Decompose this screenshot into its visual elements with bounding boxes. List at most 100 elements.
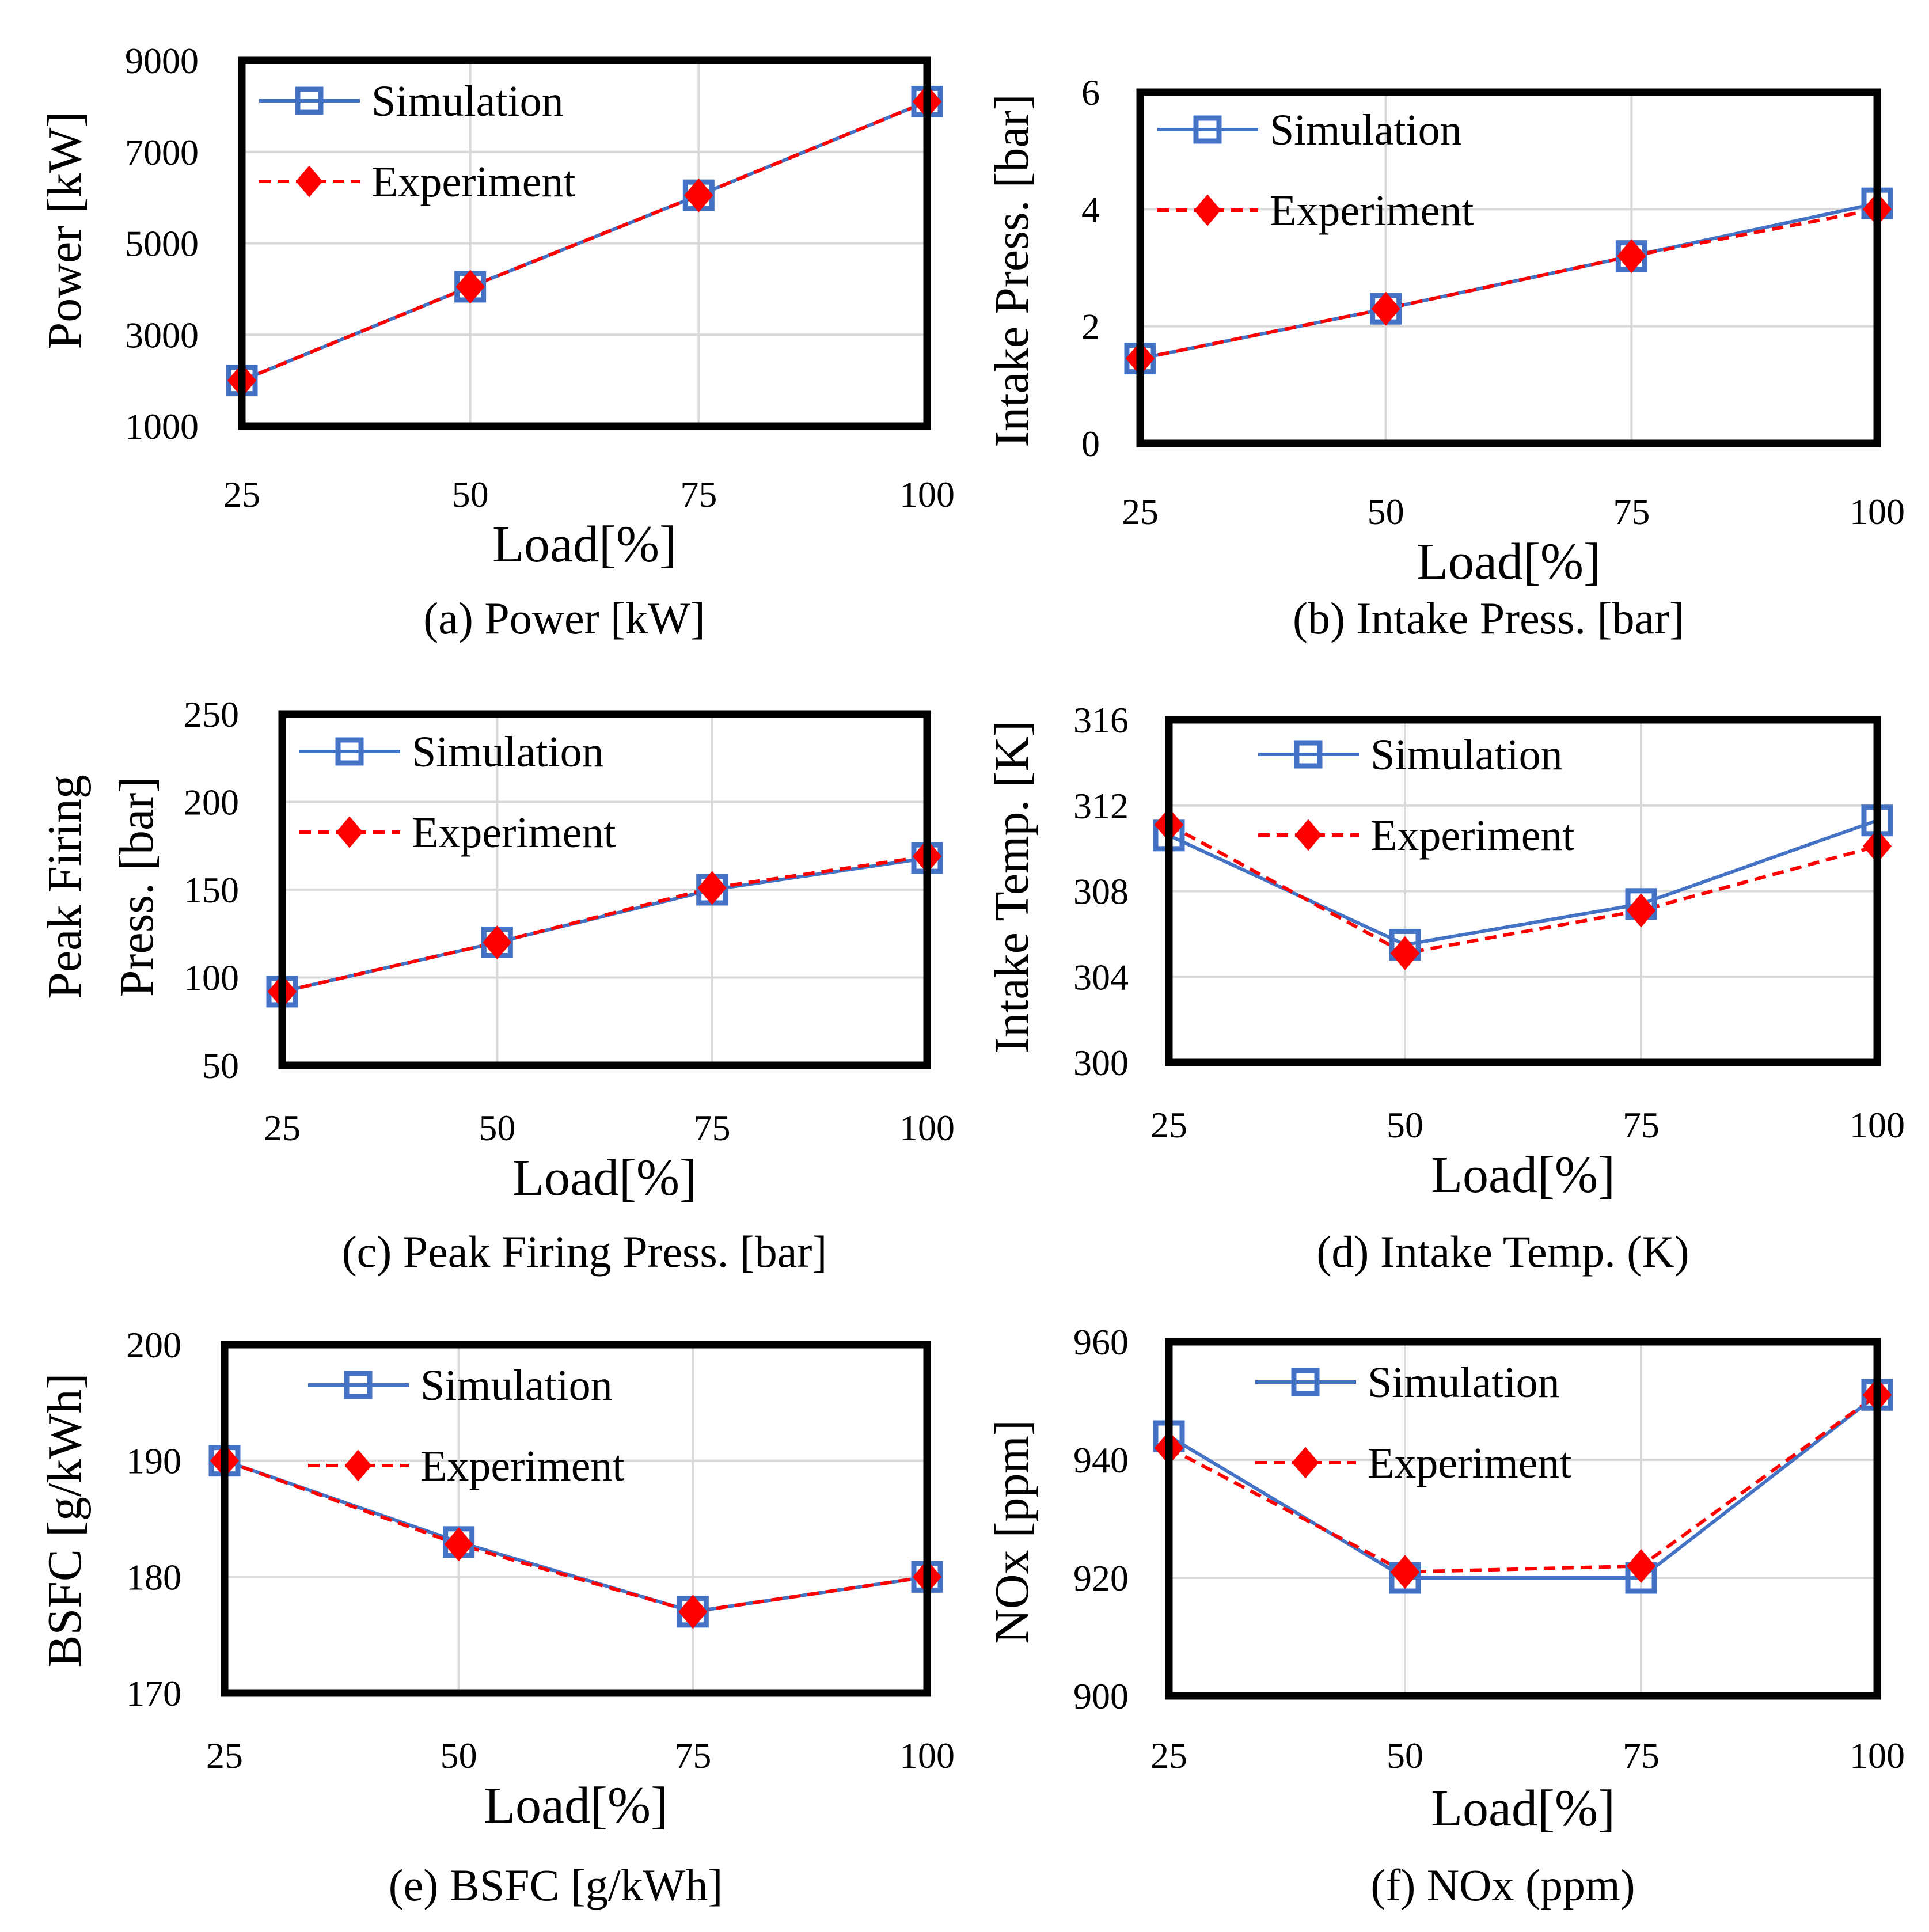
x-tick-label: 25: [1150, 1735, 1187, 1776]
y-tick-label: 304: [1073, 956, 1129, 997]
y-tick-label: 190: [126, 1441, 181, 1482]
experiment-data-point: [1626, 1548, 1656, 1584]
experiment-series-line: [1140, 207, 1878, 360]
y-tick-label: 200: [184, 782, 239, 823]
simulation-series-line: [282, 856, 928, 993]
experiment-series-line: [241, 100, 928, 382]
x-tick-label: 50: [441, 1735, 477, 1776]
legend-experiment-label: Experiment: [412, 809, 616, 857]
legend-simulation-marker: [335, 737, 364, 766]
legend-experiment-marker: [1194, 194, 1221, 226]
legend-experiment-label: Experiment: [1370, 811, 1575, 860]
chart-caption: (b) Intake Press. [bar]: [1293, 593, 1684, 643]
x-tick-label: 100: [899, 1735, 955, 1776]
experiment-series-line: [1168, 823, 1878, 955]
y-tick-label: 2: [1081, 306, 1100, 347]
legend-experiment-marker: [295, 165, 323, 198]
plot-frame: [221, 1341, 931, 1697]
legend-experiment-label: Experiment: [1270, 187, 1474, 235]
x-tick-label: 100: [1850, 491, 1905, 532]
legend-experiment-marker: [344, 1449, 372, 1482]
y-tick-label: 300: [1073, 1042, 1129, 1083]
plot-frame: [1165, 1338, 1881, 1700]
y-tick-label: 170: [126, 1673, 181, 1714]
x-axis-label: Load[%]: [492, 516, 677, 573]
experiment-series-line: [282, 855, 928, 993]
y-tick-label: 316: [1073, 700, 1129, 741]
y-tick-label: 200: [126, 1324, 181, 1365]
legend-simulation-label: Simulation: [420, 1361, 613, 1410]
y-tick-label: 900: [1073, 1676, 1129, 1717]
y-tick-label: 180: [126, 1557, 181, 1597]
y-tick-label: 150: [184, 870, 239, 910]
plot-frame: [278, 710, 931, 1069]
x-axis-label: Load[%]: [1417, 533, 1601, 590]
chart-peak-firing-pressure: 50 100 150 200 250 25 50 75 100 Simulation Experim…: [38, 694, 955, 1277]
legend-simulation-label: Simulation: [1270, 106, 1462, 154]
chart-intake-temperature: 300 304 308 312 316 25 50 75 100 Simulation Experi…: [985, 700, 1905, 1277]
legend-simulation-label: Simulation: [1370, 731, 1563, 779]
y-axis-label: Press. [bar]: [110, 777, 164, 997]
x-tick-label: 50: [1387, 1735, 1423, 1776]
y-tick-label: 1000: [125, 406, 199, 447]
plot-frame: [238, 56, 931, 430]
y-tick-label: 5000: [125, 223, 199, 264]
y-tick-label: 100: [184, 958, 239, 999]
experiment-data-point: [455, 270, 485, 304]
legend-experiment-marker: [1294, 819, 1322, 851]
x-tick-label: 50: [1387, 1104, 1423, 1145]
y-tick-label: 308: [1073, 871, 1129, 912]
experiment-data-point: [1617, 239, 1646, 274]
experiment-series-line: [223, 1459, 928, 1614]
legend-experiment-label: Experiment: [371, 158, 576, 206]
x-tick-label: 50: [452, 474, 489, 515]
y-tick-label: 0: [1081, 423, 1100, 464]
legend-simulation-label: Simulation: [1368, 1358, 1560, 1407]
plot-frame: [1136, 88, 1881, 447]
legend-simulation-marker: [1193, 115, 1222, 144]
y-axis-label: Power [kW]: [38, 112, 92, 350]
experiment-data-point: [444, 1527, 473, 1562]
legend-experiment-marker: [1292, 1447, 1319, 1479]
y-tick-label: 960: [1073, 1322, 1129, 1362]
x-tick-label: 75: [1623, 1735, 1660, 1776]
x-tick-label: 25: [223, 474, 260, 515]
y-axis-label: Intake Press. [bar]: [985, 94, 1039, 447]
x-tick-label: 75: [680, 474, 717, 515]
chart-nox: 900 920 940 960 25 50 75 100 Simulation Experimen…: [985, 1322, 1905, 1910]
y-tick-label: 50: [202, 1045, 239, 1086]
y-tick-label: 9000: [125, 40, 199, 81]
experiment-data-point: [1626, 893, 1656, 928]
y-axis-label: BSFC [g/kWh]: [38, 1373, 92, 1667]
x-tick-label: 75: [674, 1735, 711, 1776]
y-axis-label: Intake Temp. [K]: [985, 720, 1039, 1053]
x-tick-label: 100: [1850, 1735, 1905, 1776]
x-axis-label: Load[%]: [484, 1777, 668, 1834]
legend-experiment-label: Experiment: [420, 1442, 625, 1490]
y-axis-label: NOx [ppm]: [985, 1419, 1039, 1644]
y-tick-label: 250: [184, 694, 239, 735]
y-tick-label: 920: [1073, 1558, 1129, 1599]
chart-intake-pressure: 0 2 4 6 25 50 75 100 Simulation Experiment Load[%]…: [985, 72, 1905, 643]
chart-caption: (a) Power [kW]: [423, 593, 705, 643]
legend-simulation-marker: [1294, 740, 1323, 769]
legend-experiment-marker: [336, 816, 363, 848]
experiment-data-point: [684, 178, 713, 212]
legend-simulation-marker: [1291, 1368, 1320, 1396]
x-tick-label: 25: [264, 1107, 301, 1148]
legend-experiment-label: Experiment: [1368, 1439, 1572, 1487]
chart-caption: (e) BSFC [g/kWh]: [389, 1860, 723, 1910]
x-tick-label: 75: [1613, 491, 1650, 532]
x-axis-label: Load[%]: [1431, 1147, 1615, 1204]
y-tick-label: 940: [1073, 1440, 1129, 1481]
legend-simulation-marker: [344, 1371, 373, 1399]
y-tick-label: 312: [1073, 785, 1129, 826]
y-tick-label: 3000: [125, 314, 199, 355]
y-tick-label: 4: [1081, 189, 1100, 230]
experiment-series-line: [1168, 1393, 1878, 1574]
chart-caption: (c) Peak Firing Press. [bar]: [342, 1227, 827, 1277]
chart-caption: (f) NOx (ppm): [1370, 1860, 1635, 1910]
x-tick-label: 25: [1122, 491, 1159, 532]
experiment-data-point: [483, 925, 512, 960]
